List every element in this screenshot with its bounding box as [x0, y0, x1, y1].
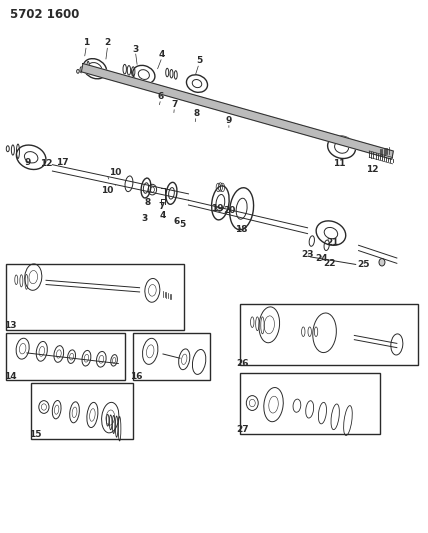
Text: 6: 6: [174, 217, 180, 227]
Text: 3: 3: [142, 214, 148, 223]
Text: 7: 7: [158, 201, 164, 211]
Text: 15: 15: [29, 430, 42, 439]
Bar: [6, 264, 184, 330]
Text: 12: 12: [40, 159, 52, 167]
Text: 23: 23: [301, 251, 314, 260]
Text: 12: 12: [366, 165, 378, 174]
Text: 4: 4: [160, 211, 166, 220]
Text: 2: 2: [104, 38, 111, 47]
Polygon shape: [81, 63, 393, 159]
Text: 18: 18: [235, 225, 248, 234]
Text: 19: 19: [211, 204, 223, 213]
Text: 5: 5: [179, 220, 186, 229]
Text: 7: 7: [171, 100, 178, 109]
Text: 9: 9: [24, 158, 31, 167]
Text: 4: 4: [159, 50, 165, 59]
Text: 6: 6: [158, 92, 164, 101]
Bar: [133, 333, 210, 381]
Text: 10: 10: [109, 167, 121, 176]
Text: 5702 1600: 5702 1600: [10, 8, 79, 21]
Bar: [240, 304, 418, 365]
Circle shape: [379, 259, 385, 266]
Text: 11: 11: [333, 159, 346, 168]
Text: 10: 10: [101, 185, 113, 195]
Bar: [31, 383, 133, 439]
Text: 16: 16: [131, 372, 143, 381]
Bar: [240, 373, 380, 433]
Text: 17: 17: [56, 158, 68, 167]
Text: 3: 3: [132, 45, 139, 54]
Text: 26: 26: [237, 359, 249, 367]
Text: 13: 13: [4, 321, 16, 330]
Text: 8: 8: [145, 198, 151, 207]
Text: 14: 14: [3, 372, 16, 381]
Text: 1: 1: [83, 38, 89, 47]
Text: 8: 8: [193, 109, 199, 118]
Text: 25: 25: [357, 260, 370, 269]
Text: 5: 5: [196, 56, 202, 65]
Bar: [6, 333, 125, 381]
Text: 27: 27: [237, 425, 249, 434]
Text: 20: 20: [223, 206, 236, 215]
Text: 9: 9: [226, 116, 232, 125]
Text: 22: 22: [324, 259, 336, 268]
Text: 21: 21: [326, 238, 339, 247]
Text: 24: 24: [315, 254, 327, 263]
